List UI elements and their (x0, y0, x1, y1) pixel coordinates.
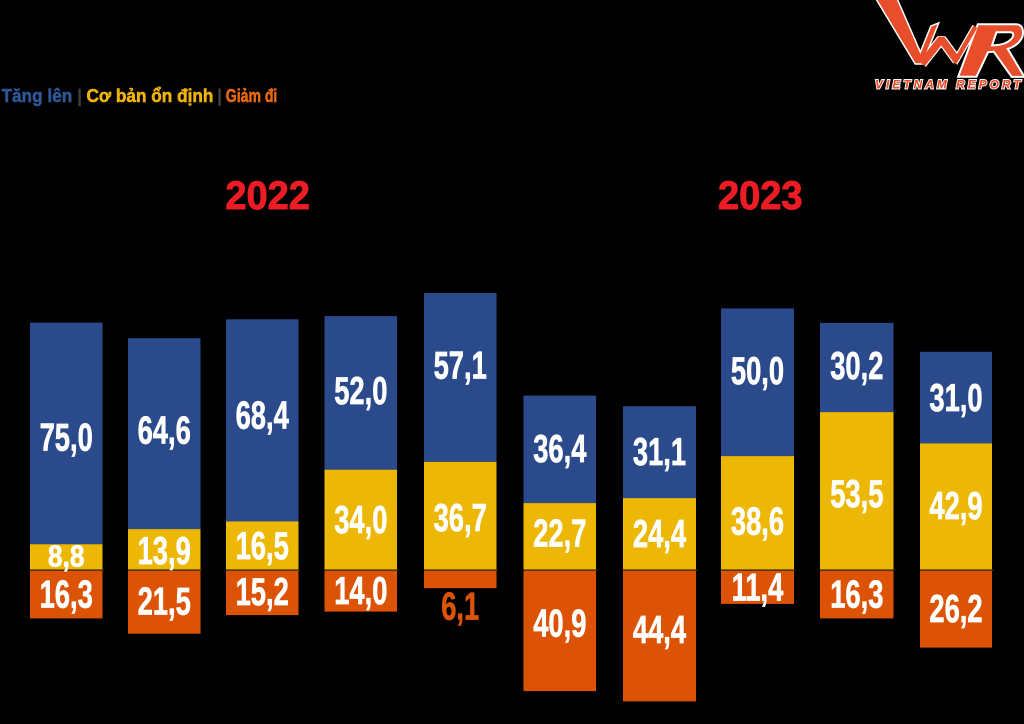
svg-text:24,4: 24,4 (633, 514, 687, 557)
svg-text:31,0: 31,0 (929, 378, 982, 421)
svg-text:57,1: 57,1 (434, 345, 487, 388)
svg-text:Tăng lên: Tăng lên (2, 85, 73, 106)
svg-text:VIETNAM REPORT: VIETNAM REPORT (875, 78, 1024, 92)
svg-text:16,5: 16,5 (236, 526, 289, 569)
svg-text:6,1: 6,1 (441, 586, 479, 629)
svg-text:Giảm đi: Giảm đi (226, 86, 278, 106)
svg-text:30,2: 30,2 (830, 346, 883, 389)
svg-text:14,0: 14,0 (334, 571, 387, 614)
svg-text:15,2: 15,2 (236, 572, 289, 615)
svg-text:8,8: 8,8 (48, 539, 85, 573)
svg-text:36,7: 36,7 (434, 498, 487, 541)
svg-text:44,4: 44,4 (633, 609, 687, 652)
svg-text:13,9: 13,9 (138, 531, 191, 574)
svg-text:VIETNAM REPORT: VIETNAM REPORT (875, 78, 1024, 92)
svg-text:64,6: 64,6 (138, 410, 191, 453)
svg-text:75,0: 75,0 (40, 417, 93, 460)
svg-text:50,0: 50,0 (731, 351, 784, 394)
svg-text:36,4: 36,4 (533, 429, 587, 472)
svg-text:|: | (77, 85, 82, 106)
svg-text:42,9: 42,9 (929, 486, 982, 529)
svg-text:|: | (217, 85, 222, 106)
svg-text:34,0: 34,0 (334, 500, 387, 543)
svg-text:52,0: 52,0 (334, 371, 387, 414)
svg-text:2023: 2023 (718, 174, 803, 218)
svg-text:16,3: 16,3 (40, 574, 93, 617)
svg-text:26,2: 26,2 (929, 589, 982, 632)
svg-text:38,6: 38,6 (731, 501, 784, 544)
svg-text:Cơ bản ổn định: Cơ bản ổn định (87, 85, 214, 106)
svg-text:53,5: 53,5 (830, 474, 883, 517)
svg-text:11,4: 11,4 (732, 567, 784, 610)
svg-text:16,3: 16,3 (830, 574, 883, 617)
svg-text:68,4: 68,4 (236, 395, 290, 438)
svg-text:21,5: 21,5 (138, 581, 191, 624)
svg-text:31,1: 31,1 (633, 432, 686, 475)
svg-text:2022: 2022 (225, 174, 310, 218)
svg-text:22,7: 22,7 (533, 513, 586, 556)
svg-text:40,9: 40,9 (533, 603, 586, 646)
